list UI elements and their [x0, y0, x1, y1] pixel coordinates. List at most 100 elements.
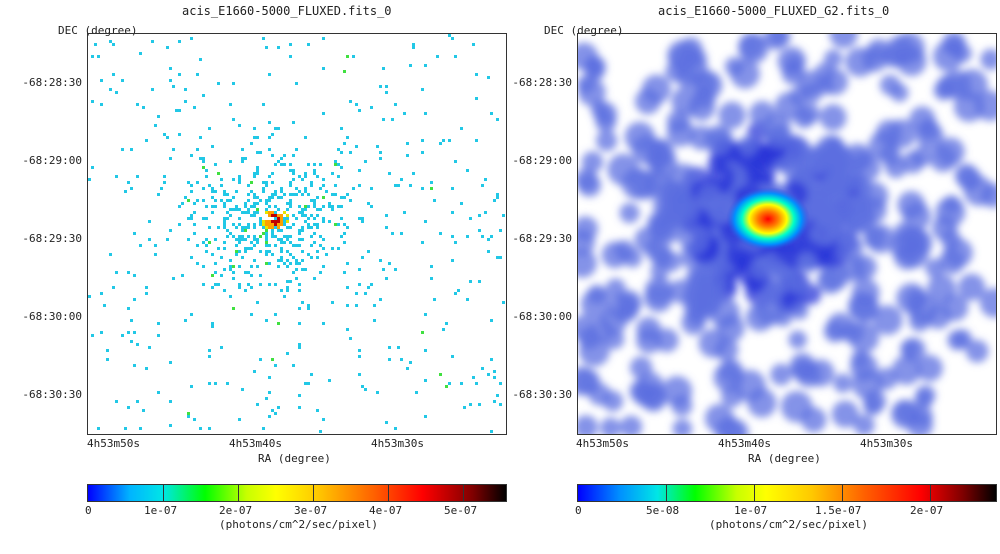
scatter-pixel — [277, 322, 280, 325]
scatter-pixel — [205, 217, 208, 220]
scatter-pixel — [265, 319, 268, 322]
scatter-pixel — [289, 226, 292, 229]
scatter-pixel — [313, 232, 316, 235]
scatter-pixel — [253, 127, 256, 130]
scatter-pixel — [286, 352, 289, 355]
scatter-pixel — [181, 274, 184, 277]
scatter-pixel — [286, 202, 289, 205]
scatter-pixel — [283, 220, 286, 223]
smoothed-blob — [636, 316, 662, 343]
smoothed-blob — [893, 243, 921, 270]
scatter-pixel — [289, 262, 292, 265]
scatter-pixel — [286, 259, 289, 262]
scatter-pixel — [265, 238, 268, 241]
smoothed-blob — [698, 266, 729, 297]
scatter-pixel — [256, 241, 259, 244]
scatter-pixel — [271, 214, 274, 217]
scatter-pixel — [325, 190, 328, 193]
scatter-pixel — [268, 223, 271, 226]
scatter-pixel — [172, 277, 175, 280]
smoothed-blob — [749, 100, 776, 128]
scatter-pixel — [196, 181, 199, 184]
scatter-pixel — [331, 193, 334, 196]
smoothed-blob — [893, 222, 913, 242]
smoothed-blob — [596, 130, 618, 152]
scatter-pixel — [280, 238, 283, 241]
scatter-pixel — [229, 265, 232, 268]
right-ytick-label: -68:30:00 — [512, 310, 572, 323]
scatter-pixel — [304, 172, 307, 175]
scatter-pixel — [292, 223, 295, 226]
smoothed-blob — [745, 303, 774, 332]
scatter-pixel — [235, 244, 238, 247]
scatter-pixel — [268, 250, 271, 253]
scatter-pixel — [283, 223, 286, 226]
scatter-pixel — [178, 223, 181, 226]
scatter-pixel — [280, 217, 283, 220]
scatter-pixel — [388, 346, 391, 349]
scatter-pixel — [481, 367, 484, 370]
scatter-pixel — [430, 265, 433, 268]
scatter-pixel — [424, 349, 427, 352]
scatter-pixel — [268, 136, 271, 139]
scatter-pixel — [256, 202, 259, 205]
scatter-pixel — [385, 214, 388, 217]
scatter-pixel — [298, 205, 301, 208]
scatter-pixel — [319, 244, 322, 247]
scatter-pixel — [262, 226, 265, 229]
scatter-pixel — [220, 346, 223, 349]
scatter-pixel — [328, 202, 331, 205]
scatter-pixel — [193, 232, 196, 235]
scatter-pixel — [280, 187, 283, 190]
smoothed-blob — [769, 266, 798, 294]
scatter-pixel — [145, 286, 148, 289]
scatter-pixel — [211, 253, 214, 256]
scatter-pixel — [307, 163, 310, 166]
scatter-pixel — [292, 193, 295, 196]
scatter-pixel — [157, 115, 160, 118]
scatter-pixel — [313, 172, 316, 175]
scatter-pixel — [280, 190, 283, 193]
left-colorbar-unit: (photons/cm^2/sec/pixel) — [219, 518, 378, 531]
scatter-pixel — [169, 79, 172, 82]
left-image-frame[interactable] — [87, 33, 507, 435]
scatter-pixel — [247, 193, 250, 196]
scatter-pixel — [271, 133, 274, 136]
left-xtick-label: 4h53m50s — [87, 437, 140, 450]
smoothed-blob — [801, 82, 823, 104]
scatter-pixel — [322, 112, 325, 115]
scatter-pixel — [475, 382, 478, 385]
scatter-pixel — [334, 184, 337, 187]
scatter-pixel — [469, 217, 472, 220]
scatter-pixel — [199, 157, 202, 160]
smoothed-blob — [578, 369, 601, 396]
scatter-pixel — [223, 223, 226, 226]
scatter-pixel — [148, 346, 151, 349]
scatter-pixel — [136, 103, 139, 106]
scatter-pixel — [160, 187, 163, 190]
scatter-pixel — [478, 403, 481, 406]
scatter-pixel — [346, 193, 349, 196]
smoothed-blob — [890, 399, 921, 429]
scatter-pixel — [157, 334, 160, 337]
scatter-pixel — [460, 127, 463, 130]
scatter-pixel — [268, 262, 271, 265]
scatter-pixel — [274, 214, 277, 217]
scatter-pixel — [331, 172, 334, 175]
left-colorbar-tick — [163, 485, 164, 501]
scatter-pixel — [316, 175, 319, 178]
scatter-pixel — [220, 178, 223, 181]
scatter-pixel — [352, 55, 355, 58]
scatter-pixel — [190, 214, 193, 217]
scatter-pixel — [379, 151, 382, 154]
scatter-pixel — [178, 133, 181, 136]
scatter-pixel — [226, 229, 229, 232]
scatter-pixel — [331, 208, 334, 211]
scatter-pixel — [184, 88, 187, 91]
scatter-pixel — [223, 226, 226, 229]
scatter-pixel — [499, 256, 502, 259]
left-colorbar-tick — [313, 485, 314, 501]
scatter-pixel — [253, 214, 256, 217]
scatter-pixel — [271, 253, 274, 256]
right-image-frame[interactable] — [577, 33, 997, 435]
